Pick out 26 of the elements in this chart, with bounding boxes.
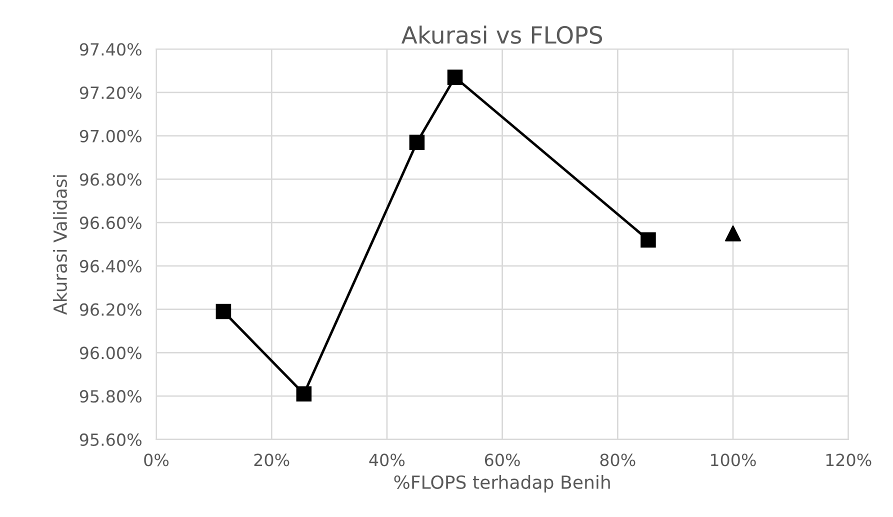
x-tick-label: 100%	[711, 454, 756, 466]
x-tick-label: 120%	[826, 454, 872, 466]
y-tick-label: 97.40%	[80, 43, 142, 56]
point	[409, 134, 425, 150]
y-tick-label: 96.40%	[80, 260, 142, 273]
y-tick-label: 96.80%	[80, 173, 142, 186]
y-axis-title: Akurasi Validasi	[53, 175, 68, 315]
y-tick-label: 97.00%	[80, 130, 142, 142]
x-axis-title: %FLOPS terhadap Benih	[394, 475, 610, 492]
point	[296, 386, 312, 402]
x-tick-label: 40%	[369, 454, 405, 466]
y-tick-label: 97.20%	[80, 86, 142, 100]
y-tick-label: 95.60%	[80, 433, 142, 446]
y-tick-label: 96.60%	[80, 216, 142, 230]
point	[725, 225, 741, 242]
x-tick-label: 20%	[254, 454, 290, 466]
y-tick-label: 96.20%	[80, 303, 142, 316]
y-tick-label: 95.80%	[80, 390, 142, 403]
chart-title: Akurasi vs FLOPS	[401, 26, 602, 44]
y-tick-label: 96.00%	[80, 346, 142, 360]
x-tick-label: 80%	[600, 454, 636, 466]
point	[216, 304, 232, 320]
x-tick-label: 0%	[144, 454, 169, 466]
point	[640, 232, 656, 248]
point	[447, 70, 463, 85]
x-tick-label: 60%	[484, 454, 520, 466]
